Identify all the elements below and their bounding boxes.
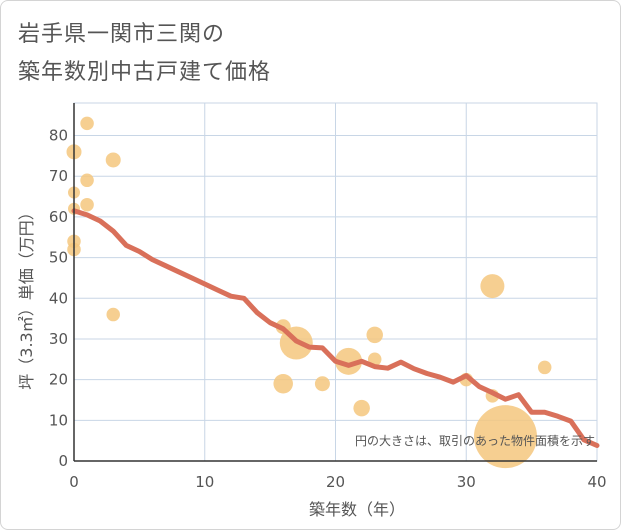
data-bubble	[480, 274, 505, 299]
y-tick-label: 70	[49, 167, 68, 185]
y-tick-label: 30	[49, 330, 68, 348]
series-line	[71, 208, 600, 448]
x-tick-label: 0	[69, 473, 79, 491]
data-bubble	[105, 152, 121, 168]
bubbles	[66, 116, 552, 469]
x-axis-label: 築年数（年）	[309, 500, 405, 519]
data-bubble	[473, 405, 537, 469]
data-bubble	[353, 399, 370, 417]
average-line	[71, 208, 600, 448]
data-bubble	[273, 373, 293, 394]
chart-title-line-1: 岩手県一関市三関の	[18, 22, 226, 47]
y-axis-label: 坪（3.3㎡）単価（万円）	[17, 204, 36, 389]
data-bubble	[106, 307, 120, 322]
y-tick-label: 20	[49, 371, 68, 389]
y-tick-label: 60	[49, 208, 68, 226]
x-tick-label: 10	[195, 473, 214, 491]
chart-title-line-2: 築年数別中古戸建て価格	[18, 60, 272, 85]
data-bubble	[314, 376, 330, 392]
y-tick-label: 80	[49, 127, 68, 145]
data-bubble	[537, 360, 552, 375]
y-tick-label: 50	[49, 249, 68, 267]
data-bubble	[80, 116, 94, 131]
x-tick-label: 20	[326, 473, 345, 491]
axes: 0 10 20 30 40 50 60 70 80 0 10 20 30 40	[49, 103, 607, 491]
data-bubble	[366, 326, 383, 344]
data-bubble	[80, 197, 94, 212]
y-tick-label: 10	[49, 411, 68, 429]
bubble-size-note: 円の大きさは、取引のあった物件面積を示す	[355, 433, 595, 448]
grid	[73, 102, 598, 462]
y-tick-label: 40	[49, 289, 68, 307]
y-tick-label: 0	[58, 452, 68, 470]
x-tick-label: 30	[457, 473, 476, 491]
x-tick-label: 40	[587, 473, 606, 491]
data-bubble	[80, 173, 94, 188]
data-bubble	[335, 347, 363, 375]
